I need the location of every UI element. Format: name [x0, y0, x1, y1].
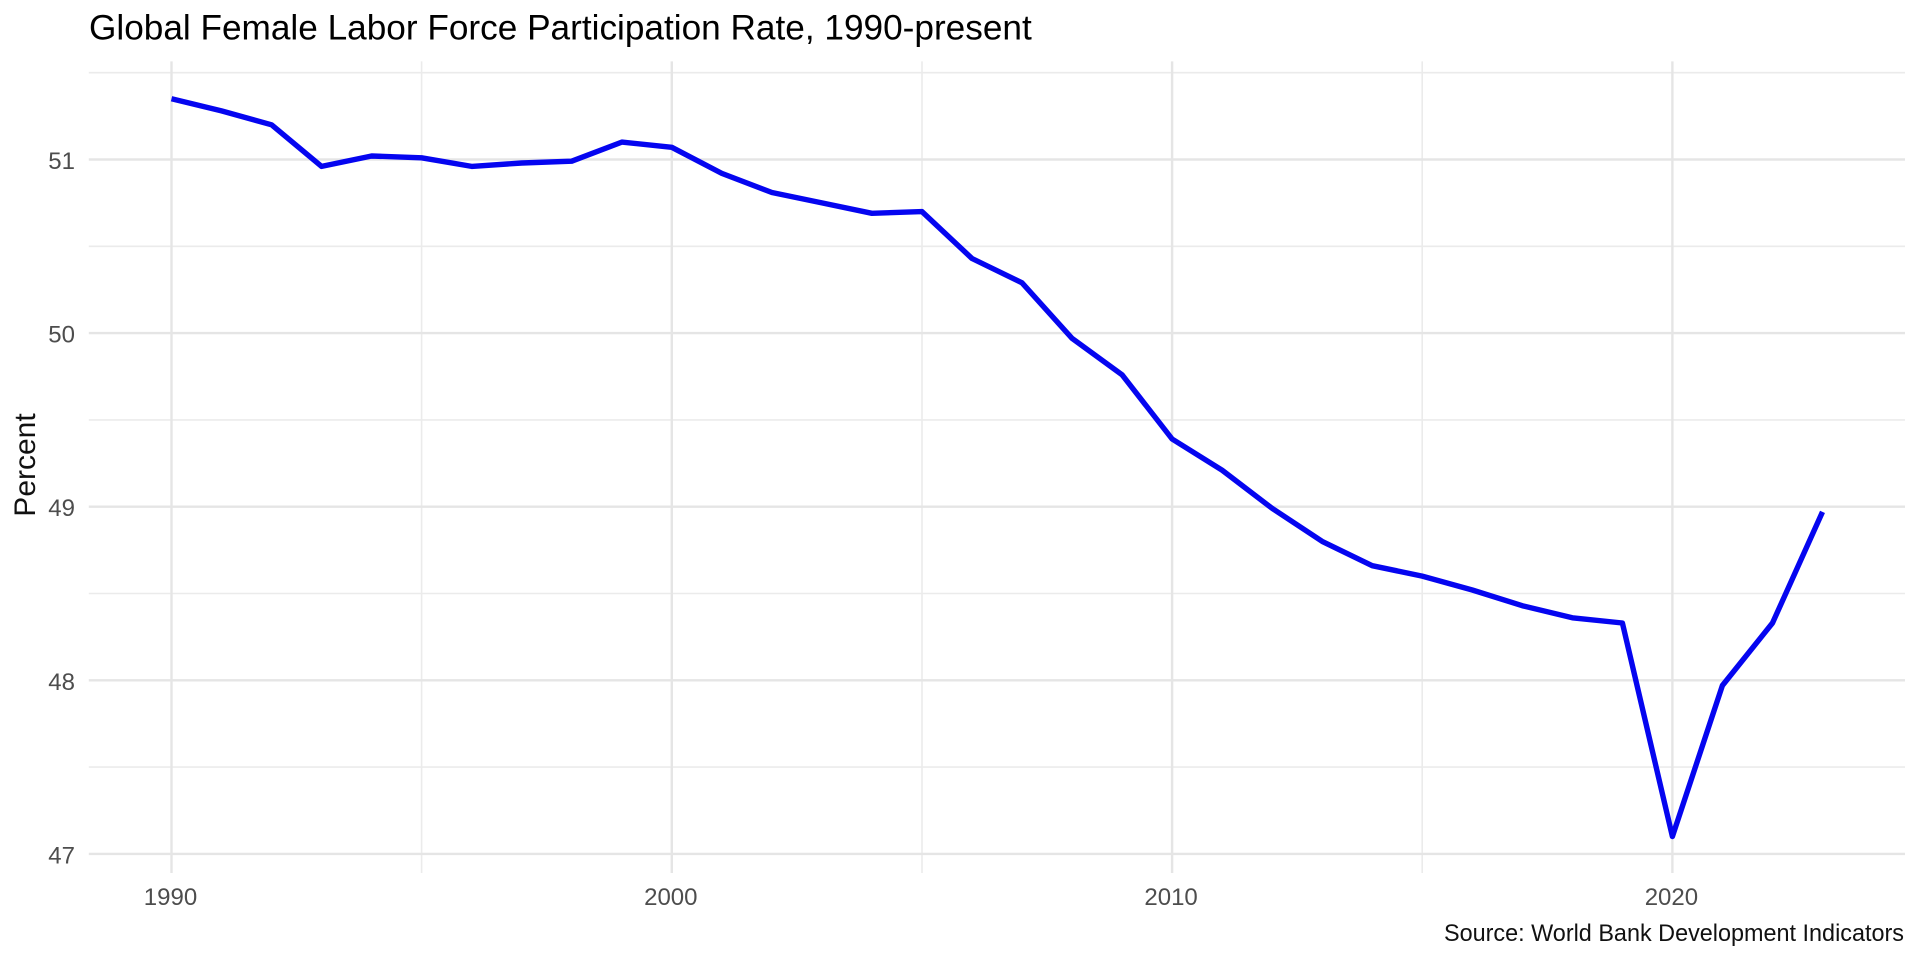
svg-text:51: 51: [48, 148, 75, 175]
svg-text:47: 47: [48, 842, 75, 869]
svg-text:2000: 2000: [644, 884, 697, 911]
svg-text:1990: 1990: [144, 884, 197, 911]
svg-text:Global Female Labor Force Part: Global Female Labor Force Participation …: [89, 9, 1032, 48]
svg-text:49: 49: [48, 495, 75, 522]
svg-text:Source: World Bank Development: Source: World Bank Development Indicator…: [1444, 920, 1904, 947]
svg-text:2010: 2010: [1144, 884, 1197, 911]
svg-text:2020: 2020: [1645, 884, 1698, 911]
svg-text:Percent: Percent: [9, 413, 42, 517]
svg-text:50: 50: [48, 322, 75, 349]
svg-text:48: 48: [48, 669, 75, 696]
